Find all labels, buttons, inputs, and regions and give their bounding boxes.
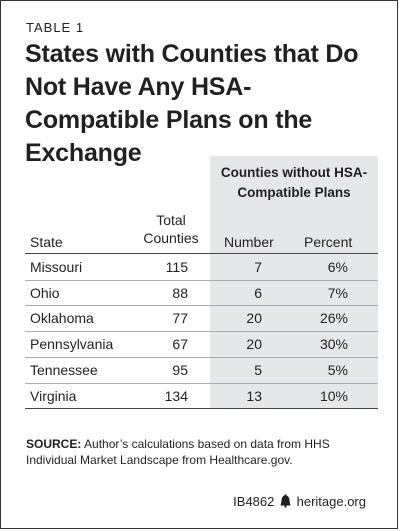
- cell-percent: 10%: [319, 387, 348, 404]
- row-divider: [25, 357, 378, 358]
- footer-code: IB4862: [233, 494, 275, 509]
- cell-state: Virginia: [30, 387, 77, 404]
- cell-percent: 7%: [327, 284, 348, 301]
- cell-number: 5: [254, 361, 262, 378]
- row-divider: [25, 383, 378, 384]
- col-header-percent: Percent: [304, 234, 353, 250]
- cell-number: 20: [246, 310, 262, 327]
- table-label: TABLE 1: [26, 20, 85, 35]
- cell-number: 6: [254, 284, 262, 301]
- row-divider: [25, 331, 378, 332]
- cell-number: 13: [246, 387, 262, 404]
- col-header-number: Number: [224, 234, 274, 250]
- cell-percent: 5%: [327, 361, 348, 378]
- header-rule: [25, 253, 378, 254]
- footer-site: heritage.org: [296, 494, 366, 509]
- cell-total-counties: 67: [172, 336, 188, 353]
- row-divider: [25, 280, 378, 281]
- cell-total-counties: 77: [172, 310, 188, 327]
- cell-percent: 26%: [319, 310, 348, 327]
- bottom-rule: [25, 408, 378, 409]
- source-note: SOURCE: Author’s calculations based on d…: [26, 436, 366, 468]
- cell-percent: 30%: [319, 336, 348, 353]
- row-divider: [25, 305, 378, 306]
- cell-state: Oklahoma: [30, 310, 94, 327]
- col-header-total-line2: Counties: [143, 230, 199, 246]
- group-shading: [210, 156, 378, 408]
- cell-total-counties: 115: [165, 259, 188, 275]
- cell-state: Ohio: [30, 284, 60, 301]
- cell-percent: 6%: [327, 259, 348, 275]
- cell-total-counties: 88: [172, 284, 188, 301]
- cell-total-counties: 95: [172, 361, 188, 378]
- cell-number: 20: [246, 336, 262, 353]
- source-text: Author’s calculations based on data from…: [26, 437, 330, 467]
- cell-total-counties: 134: [164, 387, 188, 404]
- cell-state: Missouri: [30, 259, 83, 275]
- col-header-state: State: [30, 234, 63, 250]
- liberty-bell-icon: [280, 494, 291, 508]
- cell-state: Tennessee: [30, 361, 98, 378]
- page-title: States with Counties that Do Not Have An…: [25, 40, 359, 167]
- cell-state: Pennsylvania: [30, 336, 114, 353]
- footer: IB4862 heritage.org: [233, 494, 366, 509]
- source-label: SOURCE:: [26, 437, 82, 451]
- col-header-total: Total Counties: [136, 211, 206, 247]
- group-header: Counties without HSA-Compatible Plans: [220, 165, 368, 200]
- cell-number: 7: [254, 259, 262, 275]
- col-header-total-line1: Total: [156, 212, 186, 228]
